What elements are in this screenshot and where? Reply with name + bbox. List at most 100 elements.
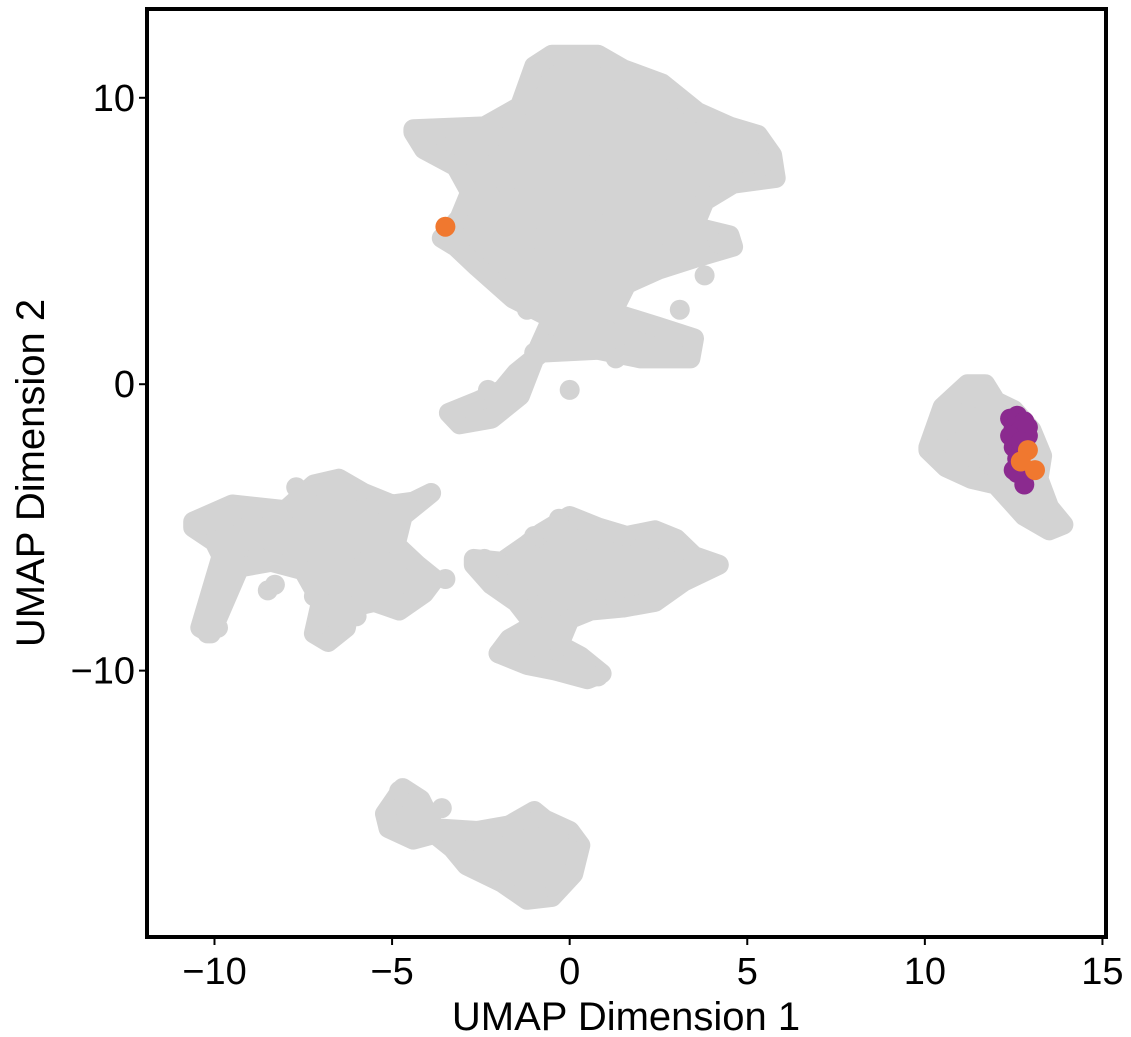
scatter-point-s0-86 — [563, 841, 584, 862]
scatter-point-s0-67 — [605, 591, 626, 612]
plot-frame — [145, 7, 1108, 939]
x-tick-label: 5 — [737, 951, 758, 993]
scatter-point-s0-38 — [222, 506, 243, 526]
scatter-point-s0-82 — [527, 884, 548, 904]
scatter-point-s0-57 — [474, 548, 495, 569]
scatter-point-s0-73 — [488, 643, 509, 664]
scatter-point-s0-51 — [247, 546, 268, 567]
scatter-point-s0-17 — [659, 337, 680, 357]
scatter-point-s0-14 — [527, 248, 548, 269]
scatter-point-s0-55 — [303, 586, 324, 607]
scatter-point-s0-12 — [708, 233, 729, 254]
scatter-point-s0-5 — [488, 145, 509, 166]
x-axis-ticks: −10 −5 0 5 10 15 — [182, 937, 1124, 993]
scatter-point-s0-30 — [961, 388, 981, 409]
scatter-point-s0-6 — [570, 142, 591, 163]
scatter-point-s0-63 — [701, 554, 722, 575]
scatter-point-s0-20 — [605, 348, 626, 369]
scatter-point-s0-47 — [403, 586, 424, 607]
scatter-point-s0-84 — [467, 849, 488, 870]
scatter-point-s0-15 — [577, 288, 598, 309]
scatter-point-s0-69 — [517, 626, 537, 647]
scatter-point-s0-7 — [659, 159, 680, 180]
scatter-point-s0-81 — [549, 826, 569, 847]
scatter-point-s0-40 — [286, 477, 307, 498]
scatter-point-s0-70 — [513, 646, 534, 667]
x-axis-title: UMAP Dimension 1 — [452, 995, 800, 1037]
y-tick-label: −10 — [71, 651, 135, 693]
scatter-point-s0-41 — [318, 471, 339, 492]
scatter-point-s0-49 — [346, 606, 367, 627]
x-tick-label: 10 — [904, 951, 946, 993]
scatter-point-s0-37 — [193, 514, 214, 535]
scatter-point-s0-1 — [534, 110, 555, 131]
scatter-point-s0-11 — [655, 225, 676, 246]
scatter-point-s0-66 — [531, 594, 552, 615]
scatter-point-s0-23 — [506, 379, 527, 400]
scatter-point-s0-16 — [669, 299, 690, 320]
scatter-point-s0-10 — [595, 213, 616, 234]
y-tick-label: 10 — [93, 78, 135, 120]
scatter-point-s0-8 — [467, 202, 488, 223]
cell-cloud-right — [918, 374, 1074, 541]
x-tick-label: −5 — [370, 951, 413, 993]
scatter-point-s0-29 — [694, 265, 715, 286]
scatter-point-s0-80 — [513, 809, 534, 830]
scatter-point-s1-14 — [1014, 474, 1035, 495]
scatter-point-s0-54 — [197, 623, 218, 644]
scatter-point-s2-3 — [1025, 460, 1045, 481]
scatter-point-s0-79 — [474, 832, 495, 853]
scatter-point-s0-39 — [264, 508, 285, 529]
scatter-point-s0-44 — [311, 534, 331, 555]
scatter-point-s0-34 — [1035, 500, 1056, 521]
scatter-point-s0-2 — [627, 116, 648, 137]
scatter-point-s0-45 — [353, 551, 374, 572]
x-tick-label: 15 — [1081, 951, 1123, 993]
scatter-point-s0-71 — [556, 654, 577, 675]
scatter-point-s0-24 — [524, 342, 545, 363]
y-axis-ticks: −10 0 10 — [71, 78, 147, 693]
scatter-point-s0-75 — [573, 548, 594, 569]
scatter-point-s0-28 — [517, 216, 537, 237]
scatter-point-s0-72 — [588, 666, 609, 687]
scatter-point-s0-56 — [264, 574, 285, 595]
scatter-point-s0-0 — [424, 119, 445, 140]
scatter-point-s0-18 — [517, 299, 537, 320]
scatter-point-s0-46 — [382, 574, 403, 595]
scatter-point-s0-83 — [499, 866, 520, 887]
scatter-point-s0-48 — [435, 569, 456, 589]
data-points — [193, 110, 1070, 904]
scatter-point-s0-27 — [495, 173, 516, 194]
scatter-point-s0-85 — [431, 798, 452, 819]
scatter-point-s0-76 — [403, 803, 424, 824]
scatter-point-s0-4 — [751, 156, 772, 177]
scatter-point-s0-68 — [652, 583, 672, 604]
scatter-point-s0-13 — [453, 228, 474, 249]
y-tick-label: 0 — [114, 364, 135, 406]
scatter-point-s0-25 — [602, 302, 623, 323]
scatter-point-s0-60 — [616, 526, 637, 546]
scatter-point-s0-74 — [552, 526, 573, 546]
scatter-point-s0-65 — [499, 554, 520, 575]
scatter-point-s0-77 — [389, 780, 410, 801]
scatter-point-s0-61 — [652, 528, 672, 549]
scatter-point-s0-78 — [428, 821, 449, 841]
y-axis-title: UMAP Dimension 2 — [9, 299, 53, 647]
scatter-point-s0-21 — [478, 379, 498, 400]
scatter-point-s0-35 — [1049, 511, 1070, 532]
scatter-point-s0-43 — [410, 488, 431, 509]
scatter-point-s0-50 — [321, 626, 342, 647]
scatter-point-s0-31 — [936, 420, 957, 440]
scatter-point-s0-42 — [364, 494, 385, 515]
scatter-point-s0-9 — [541, 193, 562, 214]
x-tick-label: −10 — [182, 951, 246, 993]
x-tick-label: 0 — [559, 951, 580, 993]
scatter-point-s0-36 — [922, 434, 942, 455]
scatter-point-s0-59 — [549, 508, 569, 529]
scatter-point-s0-58 — [524, 526, 545, 546]
scatter-point-s0-3 — [712, 130, 733, 151]
scatter-point-s0-22 — [446, 405, 466, 426]
scatter-point-s2-0 — [435, 216, 456, 237]
scatter-point-s0-26 — [559, 379, 580, 400]
